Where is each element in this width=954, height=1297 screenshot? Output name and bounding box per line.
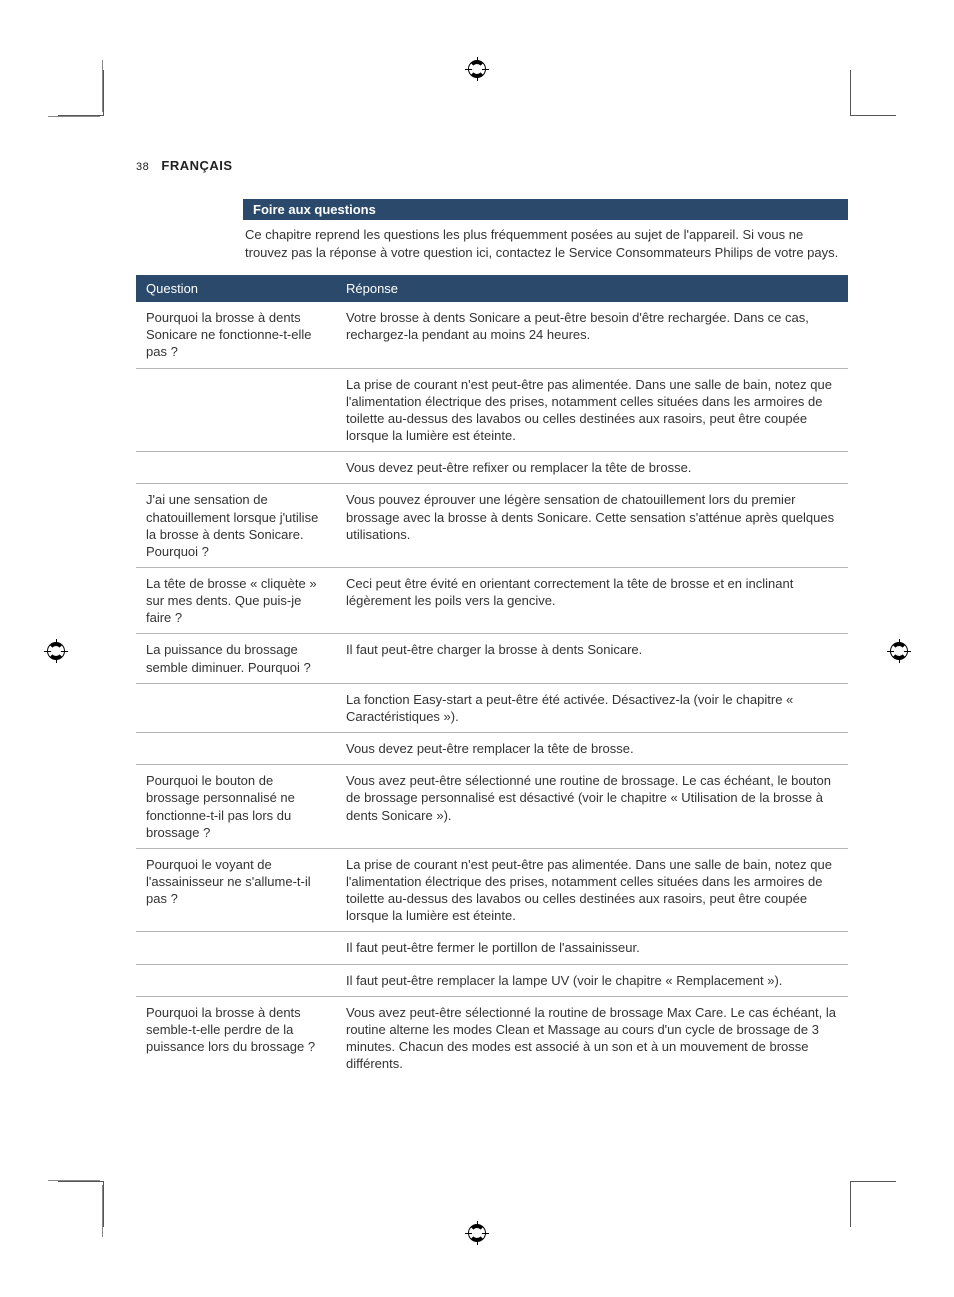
question-cell: Pourquoi le voyant de l'assainisseur ne … xyxy=(136,848,336,932)
question-cell: La tête de brosse « cliquète » sur mes d… xyxy=(136,567,336,633)
registration-mark-top xyxy=(466,58,488,80)
question-cell xyxy=(136,368,336,452)
question-cell: La puissance du brossage semble diminuer… xyxy=(136,634,336,683)
table-row: La tête de brosse « cliquète » sur mes d… xyxy=(136,567,848,633)
table-header-row: Question Réponse xyxy=(136,275,848,302)
question-cell: J'ai une sensation de chatouillement lor… xyxy=(136,484,336,568)
answer-cell: Vous avez peut-être sélectionné une rout… xyxy=(336,765,848,849)
table-row: La fonction Easy-start a peut-être été a… xyxy=(136,683,848,732)
answer-cell: Vous avez peut-être sélectionné la routi… xyxy=(336,996,848,1079)
answer-cell: Il faut peut-être charger la brosse à de… xyxy=(336,634,848,683)
answer-cell: Votre brosse à dents Sonicare a peut-êtr… xyxy=(336,302,848,368)
table-row: Pourquoi la brosse à dents Sonicare ne f… xyxy=(136,302,848,368)
table-row: Vous devez peut-être refixer ou remplace… xyxy=(136,452,848,484)
answer-cell: La prise de courant n'est peut-être pas … xyxy=(336,848,848,932)
table-row: La puissance du brossage semble diminuer… xyxy=(136,634,848,683)
registration-mark-bottom xyxy=(466,1222,488,1244)
answer-cell: Il faut peut-être remplacer la lampe UV … xyxy=(336,964,848,996)
trim-hairline xyxy=(102,1185,103,1237)
question-cell: Pourquoi la brosse à dents Sonicare ne f… xyxy=(136,302,336,368)
table-row: Il faut peut-être fermer le portillon de… xyxy=(136,932,848,964)
question-cell xyxy=(136,964,336,996)
table-row: La prise de courant n'est peut-être pas … xyxy=(136,368,848,452)
faq-table: Question Réponse Pourquoi la brosse à de… xyxy=(136,275,848,1079)
crop-mark-top-left xyxy=(58,70,104,116)
running-header: 38 FRANÇAIS xyxy=(136,158,848,173)
question-cell xyxy=(136,683,336,732)
question-cell: Pourquoi le bouton de brossage personnal… xyxy=(136,765,336,849)
table-row: Pourquoi la brosse à dents semble-t-elle… xyxy=(136,996,848,1079)
language-label: FRANÇAIS xyxy=(161,158,232,173)
header-answer: Réponse xyxy=(336,275,848,302)
answer-cell: La fonction Easy-start a peut-être été a… xyxy=(336,683,848,732)
question-cell xyxy=(136,733,336,765)
answer-cell: Vous devez peut-être remplacer la tête d… xyxy=(336,733,848,765)
crop-mark-bottom-right xyxy=(850,1181,896,1227)
trim-hairline xyxy=(102,60,103,112)
table-row: J'ai une sensation de chatouillement lor… xyxy=(136,484,848,568)
answer-cell: La prise de courant n'est peut-être pas … xyxy=(336,368,848,452)
table-row: Il faut peut-être remplacer la lampe UV … xyxy=(136,964,848,996)
header-question: Question xyxy=(136,275,336,302)
registration-mark-right xyxy=(888,640,910,662)
answer-cell: Il faut peut-être fermer le portillon de… xyxy=(336,932,848,964)
trim-hairline xyxy=(48,116,100,117)
registration-mark-left xyxy=(45,640,67,662)
answer-cell: Vous devez peut-être refixer ou remplace… xyxy=(336,452,848,484)
page-content: 38 FRANÇAIS Foire aux questions Ce chapi… xyxy=(136,158,848,1079)
crop-mark-top-right xyxy=(850,70,896,116)
answer-cell: Ceci peut être évité en orientant correc… xyxy=(336,567,848,633)
table-row: Vous devez peut-être remplacer la tête d… xyxy=(136,733,848,765)
table-row: Pourquoi le voyant de l'assainisseur ne … xyxy=(136,848,848,932)
trim-hairline xyxy=(48,1180,100,1181)
crop-mark-bottom-left xyxy=(58,1181,104,1227)
question-cell xyxy=(136,452,336,484)
page-number: 38 xyxy=(136,161,149,173)
answer-cell: Vous pouvez éprouver une légère sensatio… xyxy=(336,484,848,568)
question-cell: Pourquoi la brosse à dents semble-t-elle… xyxy=(136,996,336,1079)
table-row: Pourquoi le bouton de brossage personnal… xyxy=(136,765,848,849)
intro-paragraph: Ce chapitre reprend les questions les pl… xyxy=(243,220,848,275)
section-title-bar: Foire aux questions xyxy=(243,199,848,220)
question-cell xyxy=(136,932,336,964)
